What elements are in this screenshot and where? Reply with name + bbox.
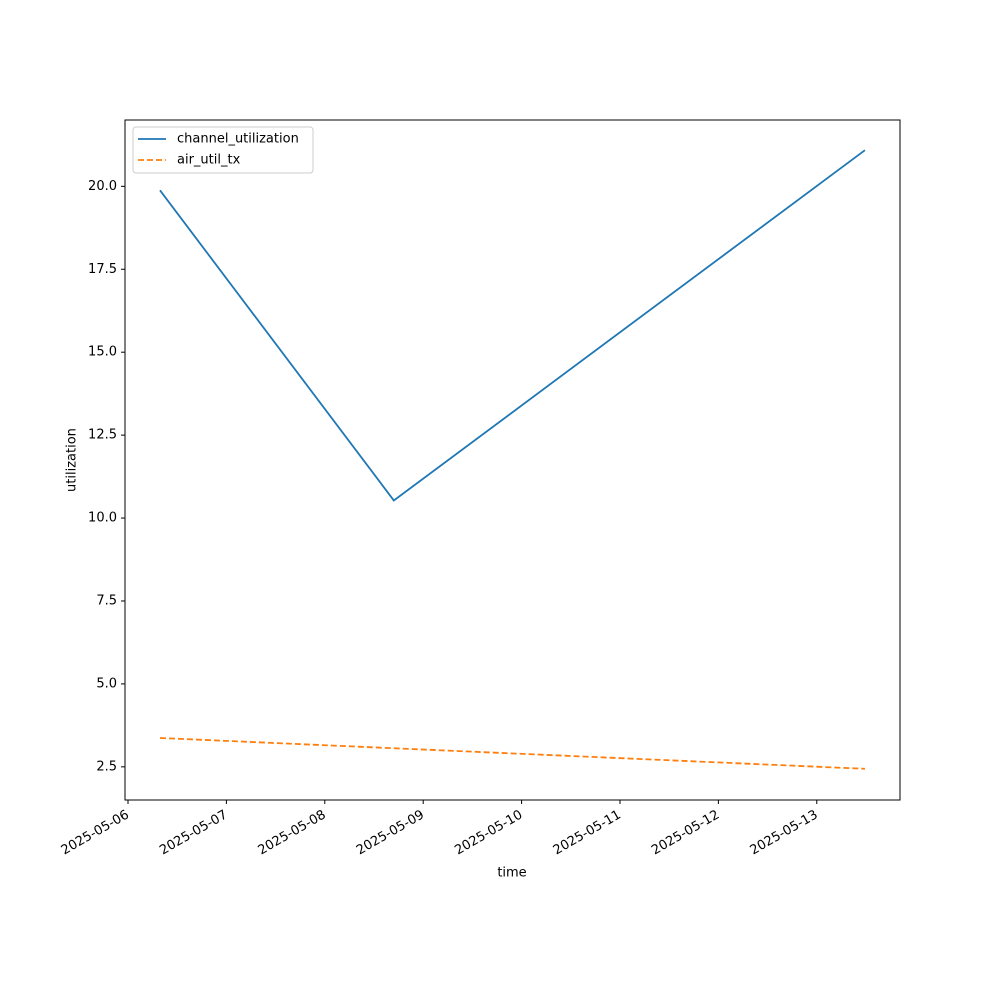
series-line [159, 149, 866, 502]
x-tick-label: 2025-05-13 [748, 808, 821, 859]
legend-label: air_util_tx [177, 153, 241, 168]
y-tick-label: 15.0 [88, 345, 117, 360]
legend: channel_utilization air_util_tx [132, 126, 314, 174]
y-tick-label: 20.0 [88, 179, 117, 194]
x-tick-label: 2025-05-08 [256, 808, 329, 859]
x-axis-label: time [497, 866, 526, 881]
x-tick-label: 2025-05-09 [354, 808, 427, 859]
y-tick-label: 7.5 [96, 593, 117, 608]
x-tick-label: 2025-05-10 [452, 808, 525, 859]
y-tick-label: 17.5 [88, 262, 117, 277]
y-tick-label: 2.5 [96, 759, 117, 774]
y-axis-label: utilization [65, 428, 80, 492]
x-tick-label: 2025-05-07 [157, 808, 230, 859]
y-tick-label: 5.0 [96, 676, 117, 691]
y-tick-label: 10.0 [88, 511, 117, 526]
legend-box [132, 126, 314, 174]
series-line [159, 737, 865, 770]
x-tick-label: 2025-05-11 [551, 808, 624, 859]
y-tick-label: 12.5 [88, 428, 117, 443]
x-tick-label: 2025-05-06 [59, 808, 132, 859]
legend-label: channel_utilization [177, 132, 299, 147]
x-tick-label: 2025-05-12 [649, 808, 722, 859]
plot-frame [124, 119, 901, 801]
